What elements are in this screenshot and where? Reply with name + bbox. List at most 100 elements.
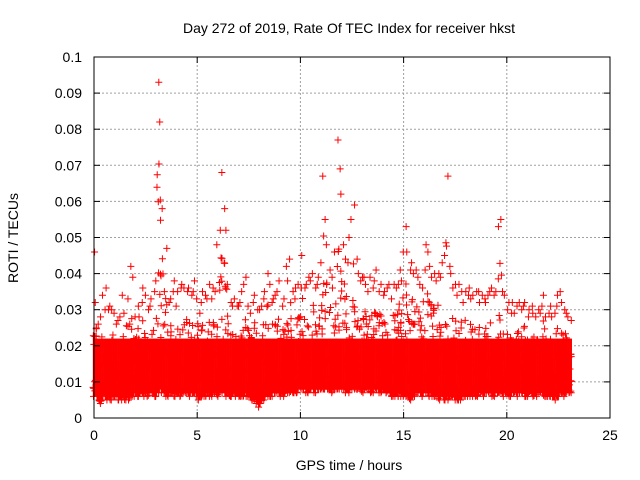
data-point-band	[245, 338, 248, 397]
data-point	[190, 277, 198, 285]
data-point	[333, 262, 341, 270]
data-point	[553, 302, 561, 310]
data-point	[488, 284, 496, 292]
data-point-band	[470, 338, 473, 397]
data-point	[406, 327, 414, 335]
data-point-band	[241, 338, 244, 397]
data-point	[209, 284, 217, 292]
data-point	[494, 275, 502, 283]
data-point	[475, 324, 483, 332]
data-point-band	[392, 338, 395, 397]
data-point	[416, 326, 424, 334]
data-point	[230, 295, 238, 303]
data-point-band	[181, 338, 184, 393]
data-point	[553, 291, 561, 299]
data-point-band	[462, 338, 465, 397]
data-point	[199, 288, 207, 296]
y-tick-label: 0.02	[55, 338, 82, 354]
data-point	[208, 330, 216, 338]
data-point-band	[121, 338, 125, 397]
data-point	[449, 284, 457, 292]
data-point-band	[303, 338, 306, 390]
data-point-band	[559, 338, 562, 393]
data-point-band	[404, 338, 407, 397]
data-point	[428, 273, 436, 281]
data-point-band	[474, 338, 478, 397]
data-point	[481, 298, 489, 306]
data-point-band	[158, 338, 162, 390]
data-point	[167, 295, 175, 303]
data-point-band	[548, 338, 552, 397]
data-point	[94, 320, 102, 328]
data-point	[221, 205, 229, 213]
data-point-band	[299, 338, 302, 390]
data-point	[372, 327, 380, 335]
data-point	[421, 266, 429, 274]
data-point	[260, 288, 268, 296]
data-point	[344, 259, 352, 267]
data-point	[98, 291, 106, 299]
data-point-band	[171, 338, 174, 393]
data-point	[412, 266, 420, 274]
data-point	[514, 328, 522, 336]
data-point	[457, 324, 465, 332]
data-point	[217, 273, 225, 281]
data-point-band	[489, 338, 492, 393]
data-point	[322, 288, 330, 296]
data-point-band	[326, 338, 329, 390]
data-point	[342, 310, 350, 318]
data-point-band	[249, 338, 253, 400]
data-point-band	[377, 338, 381, 393]
data-point-band	[373, 338, 376, 390]
data-point	[91, 298, 99, 306]
data-point	[268, 298, 276, 306]
data-point	[436, 273, 444, 281]
data-point	[380, 318, 388, 326]
data-point	[337, 190, 345, 198]
data-point	[545, 309, 553, 317]
data-point	[174, 288, 182, 296]
data-point	[317, 259, 325, 267]
data-point	[455, 280, 463, 288]
data-point-band	[255, 338, 259, 404]
data-point	[349, 260, 357, 268]
data-point	[153, 171, 161, 179]
data-point	[102, 284, 110, 292]
data-point	[260, 295, 268, 303]
data-point	[403, 301, 411, 309]
data-point	[408, 296, 416, 304]
data-point	[466, 320, 474, 328]
data-point-band	[423, 338, 426, 393]
data-point	[144, 306, 152, 314]
data-point	[422, 241, 430, 249]
data-point	[305, 273, 313, 281]
data-point	[108, 306, 116, 314]
data-point	[330, 322, 338, 330]
data-point-band	[420, 338, 424, 397]
data-point-band	[280, 338, 284, 393]
data-point	[387, 295, 395, 303]
data-point	[224, 320, 232, 328]
data-point-band	[338, 338, 341, 390]
data-point-band	[412, 338, 416, 397]
data-point-band	[569, 338, 572, 393]
data-point	[122, 322, 130, 330]
data-point-band	[235, 338, 238, 397]
data-point-band	[305, 338, 308, 393]
data-point-band	[472, 338, 475, 393]
data-point	[364, 288, 372, 296]
data-point	[492, 288, 500, 296]
data-point	[244, 302, 252, 310]
data-point	[539, 317, 547, 325]
x-tick-label: 20	[499, 427, 515, 443]
data-point	[564, 313, 572, 321]
data-point-band	[113, 338, 116, 397]
data-point	[299, 295, 307, 303]
data-point-band	[447, 338, 451, 400]
data-point	[118, 291, 126, 299]
data-point	[443, 322, 451, 330]
data-point	[303, 322, 311, 330]
data-point	[379, 332, 387, 340]
data-point-band	[346, 338, 350, 393]
data-point	[155, 160, 163, 168]
